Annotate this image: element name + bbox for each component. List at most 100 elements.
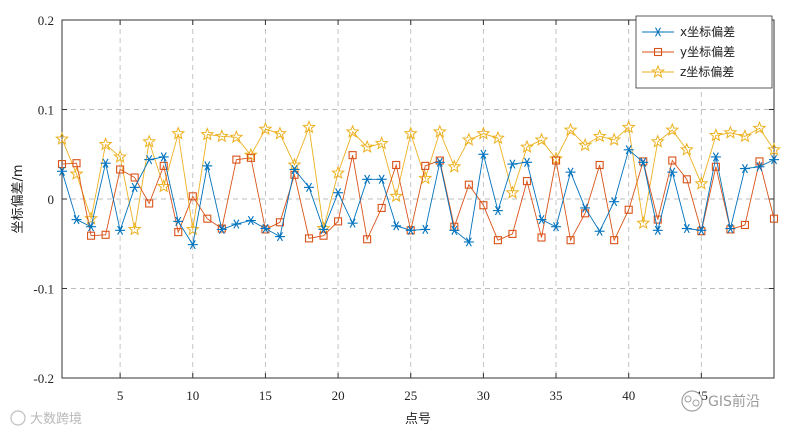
- data-point-asterisk: [420, 224, 431, 235]
- data-point-star: [142, 134, 157, 148]
- data-point-star: [54, 131, 70, 146]
- data-point-asterisk: [245, 215, 256, 226]
- y-tick-label: 0: [48, 192, 55, 207]
- data-point-square: [755, 157, 764, 166]
- data-point-square: [188, 192, 197, 201]
- x-tick-label: 25: [404, 388, 417, 403]
- data-point-star: [665, 122, 680, 137]
- data-point-square: [174, 228, 183, 237]
- data-point-square: [726, 225, 735, 234]
- data-point-square: [72, 159, 81, 168]
- data-point-square: [624, 205, 633, 214]
- data-point-square: [261, 225, 270, 234]
- data-point-star: [98, 137, 113, 151]
- data-point-asterisk: [565, 167, 576, 177]
- data-point-asterisk: [551, 222, 562, 232]
- data-point-star: [737, 128, 752, 143]
- series-star: [54, 120, 782, 236]
- data-point-asterisk: [129, 182, 140, 192]
- data-point-asterisk: [274, 231, 285, 242]
- series-line-square: [61, 155, 775, 242]
- data-point-star: [316, 221, 331, 235]
- x-tick-label: 20: [332, 388, 345, 403]
- data-point-star: [505, 185, 520, 199]
- data-point-star: [461, 132, 476, 146]
- legend-marker: [653, 27, 663, 37]
- data-point-star: [360, 139, 375, 154]
- data-point-asterisk: [187, 240, 198, 250]
- series-layer: [54, 120, 782, 250]
- data-point-asterisk: [725, 223, 736, 234]
- data-point-star: [519, 139, 534, 154]
- watermark-left-icon: [10, 410, 26, 426]
- data-point-asterisk: [405, 225, 416, 235]
- data-point-square: [145, 199, 154, 208]
- watermark-right-text: GIS前沿: [708, 393, 760, 410]
- data-point-star: [229, 129, 244, 144]
- data-point-asterisk: [478, 149, 489, 159]
- data-point-square: [203, 214, 212, 223]
- data-point-star: [476, 126, 491, 140]
- data-point-square: [334, 217, 343, 226]
- data-point-star: [374, 136, 389, 150]
- data-point-asterisk: [57, 166, 67, 176]
- data-point-asterisk: [507, 159, 518, 169]
- data-point-asterisk: [492, 206, 503, 216]
- y-axis-label: 坐标偏差/m: [11, 164, 26, 233]
- data-point-square: [101, 230, 110, 239]
- data-point-star: [650, 134, 665, 148]
- data-point-star: [403, 126, 418, 140]
- data-point-square: [595, 160, 604, 170]
- data-point-square: [159, 161, 168, 170]
- data-point-asterisk: [434, 157, 445, 167]
- data-point-square: [668, 156, 677, 165]
- x-tick-label: 10: [186, 388, 199, 403]
- legend-item: y坐标偏差: [642, 44, 735, 59]
- data-point-square: [116, 165, 125, 174]
- data-point-asterisk: [144, 154, 155, 165]
- data-point-asterisk: [362, 174, 373, 184]
- data-point-asterisk: [289, 164, 300, 175]
- data-point-star: [127, 222, 142, 236]
- data-point-asterisk: [681, 223, 692, 234]
- data-point-star: [272, 126, 287, 140]
- data-point-asterisk: [173, 216, 184, 226]
- data-point-star: [185, 222, 200, 236]
- data-point-square: [508, 229, 517, 238]
- x-tick-label: 40: [622, 388, 635, 403]
- data-point-square: [697, 227, 706, 236]
- data-point-square: [87, 231, 96, 240]
- series-square: [57, 151, 779, 245]
- data-point-asterisk: [623, 145, 634, 155]
- legend-item: x坐标偏差: [642, 24, 735, 39]
- data-point-asterisk: [594, 226, 605, 236]
- data-point-square: [377, 203, 386, 212]
- data-point-square: [610, 236, 619, 245]
- y-tick-label: -0.1: [33, 282, 54, 297]
- data-point-star: [331, 165, 346, 180]
- data-point-asterisk: [667, 167, 678, 177]
- data-point-star: [200, 127, 215, 141]
- x-tick-label: 30: [477, 388, 490, 403]
- data-point-square: [566, 236, 575, 245]
- data-point-star: [694, 176, 709, 190]
- data-point-star: [171, 126, 186, 140]
- data-point-asterisk: [521, 157, 532, 167]
- data-point-square: [522, 177, 532, 186]
- y-tick-label: 0.2: [38, 13, 54, 28]
- data-point-square: [711, 162, 720, 171]
- data-point-star: [679, 142, 694, 156]
- data-point-star: [389, 188, 404, 203]
- data-point-star: [287, 157, 302, 171]
- data-point-square: [740, 220, 749, 230]
- data-point-star: [69, 166, 84, 180]
- data-point-asterisk: [71, 214, 82, 225]
- data-point-square: [232, 155, 241, 164]
- watermark-right-icon: [681, 390, 703, 412]
- data-point-star: [752, 120, 767, 135]
- watermark-left-text: 大数跨境: [30, 412, 82, 427]
- legend-label: y坐标偏差: [680, 44, 735, 59]
- data-point-star: [84, 211, 99, 225]
- data-point-asterisk: [260, 223, 271, 234]
- data-point-asterisk: [710, 152, 721, 162]
